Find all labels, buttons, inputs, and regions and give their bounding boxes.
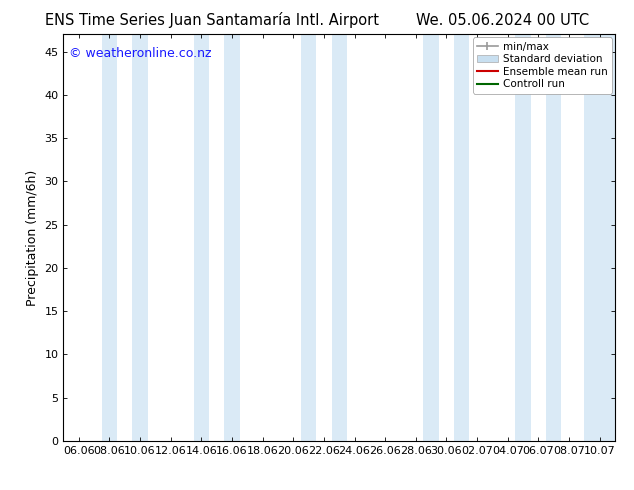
Legend: min/max, Standard deviation, Ensemble mean run, Controll run: min/max, Standard deviation, Ensemble me…	[473, 37, 612, 94]
Y-axis label: Precipitation (mm/6h): Precipitation (mm/6h)	[26, 170, 39, 306]
Bar	[101, 34, 117, 441]
Bar	[133, 34, 148, 441]
Bar	[332, 34, 347, 441]
Text: ENS Time Series Juan Santamaría Intl. Airport        We. 05.06.2024 00 UTC: ENS Time Series Juan Santamaría Intl. Ai…	[45, 12, 589, 28]
Bar	[515, 34, 531, 441]
Bar	[224, 34, 240, 441]
Bar	[546, 34, 561, 441]
Bar	[585, 34, 615, 441]
Bar	[424, 34, 439, 441]
Text: © weatheronline.co.nz: © weatheronline.co.nz	[69, 47, 211, 59]
Bar	[301, 34, 316, 441]
Bar	[454, 34, 469, 441]
Bar	[193, 34, 209, 441]
